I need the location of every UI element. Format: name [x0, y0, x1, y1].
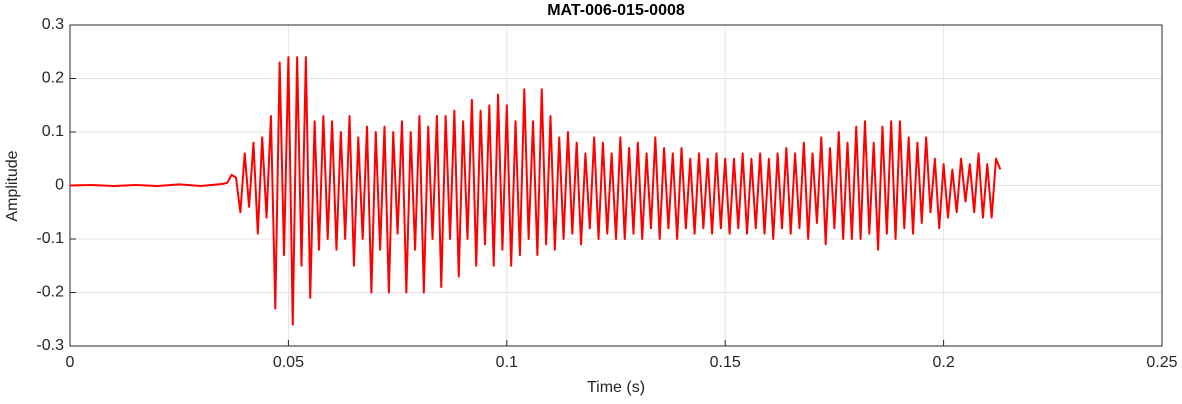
x-tick-label: 0.25: [1146, 354, 1177, 371]
y-tick-label: 0.2: [42, 70, 64, 87]
x-tick-label: 0.1: [496, 354, 518, 371]
x-axis-label: Time (s): [587, 379, 645, 396]
y-tick-label: 0.1: [42, 123, 64, 140]
x-tick-label: 0.05: [273, 354, 304, 371]
y-tick-label: -0.1: [36, 230, 64, 247]
y-tick-label: 0: [55, 177, 64, 194]
y-tick-label: 0.3: [42, 16, 64, 33]
chart-title: MAT-006-015-0008: [547, 2, 685, 19]
x-tick-label: 0.2: [932, 354, 954, 371]
y-tick-label: -0.2: [36, 284, 64, 301]
y-tick-label: -0.3: [36, 337, 64, 354]
x-tick-label: 0: [66, 354, 75, 371]
y-axis-label: Amplitude: [4, 150, 21, 221]
line-series: [69, 56, 1002, 326]
x-tick-label: 0.15: [710, 354, 741, 371]
